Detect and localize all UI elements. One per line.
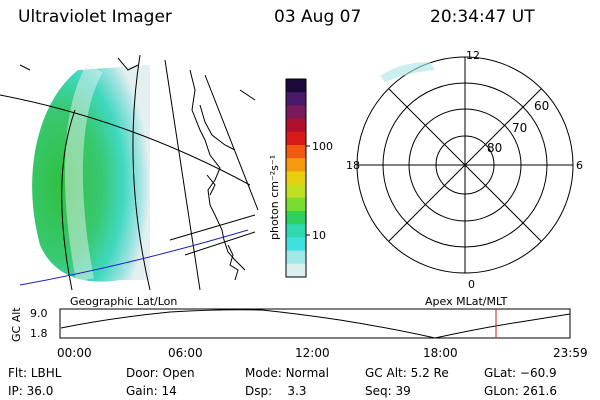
mlt-meridian bbox=[388, 88, 542, 242]
aurora-emission bbox=[32, 65, 150, 282]
ip-field: IP: 36.0 bbox=[8, 384, 54, 398]
geographic-image-panel bbox=[0, 54, 259, 290]
colorbar-tick-label: 100 bbox=[312, 140, 333, 153]
dsp-field: Dsp: 3.3 bbox=[245, 384, 307, 398]
mlt-label-18: 18 bbox=[346, 159, 360, 172]
colorbar-band bbox=[286, 171, 306, 186]
colorbar-band bbox=[286, 263, 306, 278]
timeline-x-tick: 12:00 bbox=[295, 346, 330, 360]
longitude-line bbox=[61, 109, 76, 290]
mlt-label-0: 0 bbox=[468, 278, 475, 291]
ip-value: 36.0 bbox=[26, 384, 54, 398]
observation-date: 03 Aug 07 bbox=[274, 7, 362, 27]
longitude-line bbox=[132, 54, 151, 290]
timeline-y-label: GC Alt bbox=[10, 307, 23, 342]
colorbar-band bbox=[286, 224, 306, 238]
instrument-title: Ultraviolet Imager bbox=[18, 7, 172, 27]
grid-line bbox=[184, 231, 256, 256]
door-field: Door: Open bbox=[126, 366, 195, 380]
colorbar-band bbox=[286, 250, 306, 265]
lat-label-70: 70 bbox=[512, 121, 527, 135]
terminator-line bbox=[19, 229, 249, 286]
colorbar-unit-label: photon cm⁻²s⁻¹ bbox=[268, 155, 281, 240]
glat-value: −60.9 bbox=[519, 366, 557, 380]
timeline-frame bbox=[59, 308, 571, 339]
observation-time: 20:34:47 UT bbox=[430, 7, 535, 27]
longitude-line bbox=[204, 74, 259, 211]
polar-plot: 12 18 6 0 60 70 80 bbox=[346, 49, 583, 291]
lat-label-80: 80 bbox=[487, 141, 502, 155]
lat-label-60: 60 bbox=[534, 99, 549, 113]
gc-altitude-value: 5.2 Re bbox=[410, 366, 449, 380]
filter-field: Flt: LBHL bbox=[8, 366, 62, 380]
colorbar-band bbox=[286, 158, 306, 172]
mlt-label-6: 6 bbox=[576, 159, 583, 172]
colorbar-band bbox=[286, 184, 306, 199]
colorbar-band bbox=[286, 145, 306, 159]
door-value: Open bbox=[162, 366, 195, 380]
glat-field: GLat: −60.9 bbox=[484, 366, 557, 380]
mode-value: Normal bbox=[285, 366, 329, 380]
mlt-label-12: 12 bbox=[466, 49, 480, 62]
gc-altitude-field: GC Alt: 5.2 Re bbox=[365, 366, 449, 380]
apex-caption: Apex MLat/MLT bbox=[425, 295, 508, 308]
glon-field: GLon: 261.6 bbox=[484, 384, 557, 398]
gain-value: 14 bbox=[161, 384, 177, 398]
glon-value: 261.6 bbox=[522, 384, 557, 398]
grid-line bbox=[169, 214, 256, 241]
aurora-emission bbox=[380, 62, 435, 82]
colorbar-band bbox=[286, 92, 306, 106]
timeline-x-tick: 00:00 bbox=[57, 346, 92, 360]
timeline-y-tick: 9.0 bbox=[30, 307, 48, 320]
altitude-curve bbox=[60, 309, 571, 339]
gain-field: Gain: 14 bbox=[126, 384, 177, 398]
colorbar-tick-label: 10 bbox=[312, 229, 326, 242]
colorbar-band bbox=[286, 131, 306, 146]
colorbar-band bbox=[286, 105, 306, 120]
coastline bbox=[189, 69, 246, 271]
timeline-y-tick: 1.8 bbox=[30, 327, 48, 340]
colorbar-band bbox=[286, 197, 306, 212]
timeline-x-tick: 23:59 bbox=[553, 346, 588, 360]
mode-field: Mode: Normal bbox=[245, 366, 329, 380]
filter-value: LBHL bbox=[30, 366, 62, 380]
sequence-field: Seq: 39 bbox=[365, 384, 411, 398]
geographic-caption: Geographic Lat/Lon bbox=[70, 295, 178, 308]
orbit-timeline: GC Alt 9.0 1.8 bbox=[10, 307, 571, 342]
colorbar-band bbox=[286, 118, 306, 133]
timeline-x-tick: 18:00 bbox=[423, 346, 458, 360]
colorbar: 100 10 photon cm⁻²s⁻¹ bbox=[268, 78, 333, 278]
dsp-value: 3.3 bbox=[287, 384, 307, 398]
colorbar-band bbox=[286, 237, 306, 252]
colorbar-band bbox=[286, 79, 306, 93]
colorbar-band bbox=[286, 211, 306, 225]
sequence-value: 39 bbox=[395, 384, 411, 398]
timeline-x-tick: 06:00 bbox=[168, 346, 203, 360]
